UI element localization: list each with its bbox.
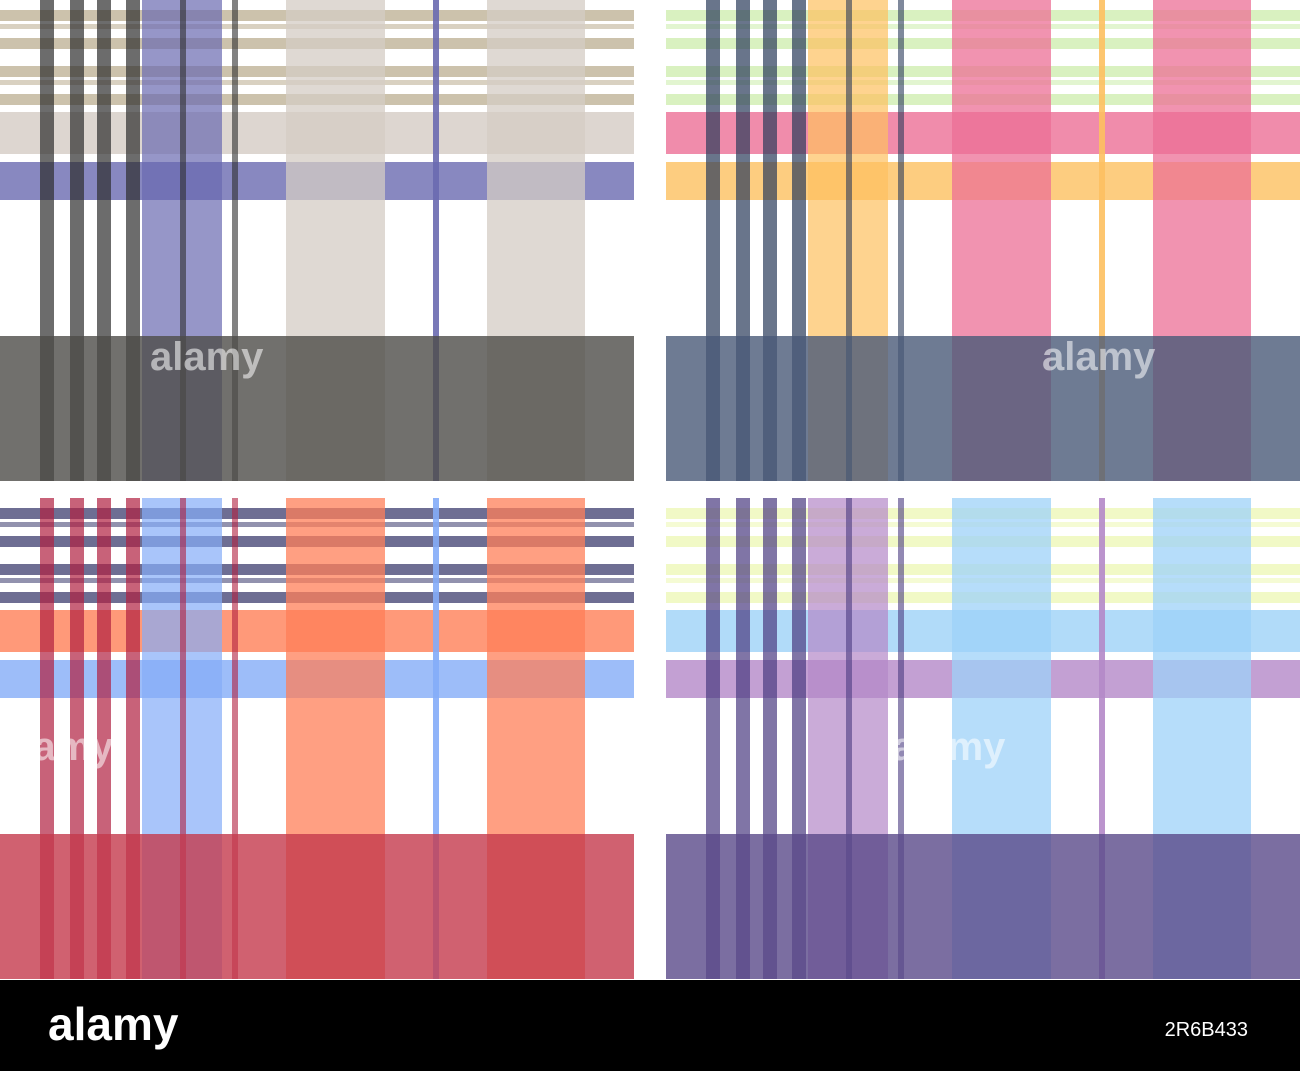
tile-clip bbox=[666, 0, 1300, 481]
stripe bbox=[180, 498, 186, 979]
image-id: 2R6B433 bbox=[1165, 1019, 1248, 1041]
stripe bbox=[232, 0, 238, 481]
footer-bar bbox=[0, 980, 1300, 1071]
watermark: alamy bbox=[150, 335, 264, 379]
stripe bbox=[1099, 0, 1105, 481]
tile-clip bbox=[666, 498, 1300, 979]
plaid-tile bbox=[666, 0, 1300, 481]
watermark: alamy bbox=[0, 725, 114, 769]
tile-clip bbox=[0, 498, 634, 979]
stripe bbox=[0, 336, 634, 481]
plaid-tile bbox=[0, 498, 634, 979]
watermark: alamy bbox=[892, 725, 1006, 769]
stripe bbox=[180, 0, 186, 481]
plaid-tile bbox=[0, 0, 634, 481]
footer-logo: alamy bbox=[48, 998, 179, 1050]
stripe bbox=[0, 834, 634, 979]
stripe bbox=[666, 336, 1300, 481]
watermark: alamy bbox=[1042, 335, 1156, 379]
stripe bbox=[846, 0, 852, 481]
stripe bbox=[846, 498, 852, 979]
tile-clip bbox=[0, 0, 634, 481]
stripe bbox=[232, 498, 238, 979]
stripe bbox=[666, 834, 1300, 979]
stripe bbox=[433, 498, 439, 979]
stripe bbox=[898, 498, 904, 979]
plaid-tile bbox=[666, 498, 1300, 979]
plaid-tiles bbox=[0, 0, 1300, 979]
stripe bbox=[898, 0, 904, 481]
stripe bbox=[1099, 498, 1105, 979]
stripe bbox=[433, 0, 439, 481]
